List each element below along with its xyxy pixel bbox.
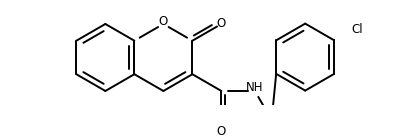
Text: Cl: Cl [352,23,364,36]
Text: O: O [216,17,225,30]
Text: O: O [159,15,168,28]
Text: O: O [217,125,226,138]
Text: NH: NH [246,81,264,94]
